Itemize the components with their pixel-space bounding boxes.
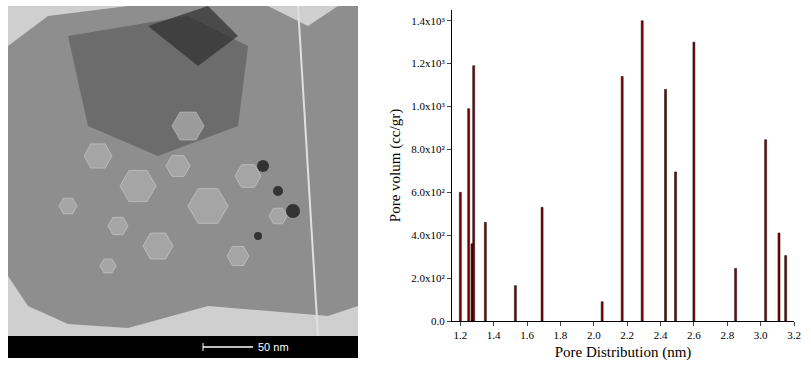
svg-text:4.0x10²: 4.0x10² xyxy=(411,229,445,241)
svg-text:1.2x10³: 1.2x10³ xyxy=(411,57,445,69)
svg-text:3.2: 3.2 xyxy=(787,329,801,341)
svg-text:50 nm: 50 nm xyxy=(258,341,289,353)
svg-text:1.6: 1.6 xyxy=(520,329,534,341)
svg-text:1.2: 1.2 xyxy=(453,329,467,341)
svg-text:2.4: 2.4 xyxy=(654,329,668,341)
svg-text:1.4: 1.4 xyxy=(487,329,501,341)
svg-text:2.8: 2.8 xyxy=(720,329,734,341)
svg-text:6.0x10²: 6.0x10² xyxy=(411,186,445,198)
svg-text:Pore volum (cc/gr): Pore volum (cc/gr) xyxy=(387,109,404,222)
svg-text:3.0: 3.0 xyxy=(754,329,768,341)
svg-text:2.0: 2.0 xyxy=(587,329,601,341)
svg-text:1.8: 1.8 xyxy=(554,329,568,341)
svg-text:2.6: 2.6 xyxy=(687,329,701,341)
svg-text:0.0: 0.0 xyxy=(431,315,445,327)
svg-text:2.2: 2.2 xyxy=(620,329,634,341)
svg-text:2.0x10²: 2.0x10² xyxy=(411,272,445,284)
svg-text:Pore Distribution (nm): Pore Distribution (nm) xyxy=(555,344,692,361)
svg-text:1.0x10³: 1.0x10³ xyxy=(411,100,445,112)
svg-text:1.4x10³: 1.4x10³ xyxy=(411,15,445,27)
svg-text:8.0x10²: 8.0x10² xyxy=(411,143,445,155)
